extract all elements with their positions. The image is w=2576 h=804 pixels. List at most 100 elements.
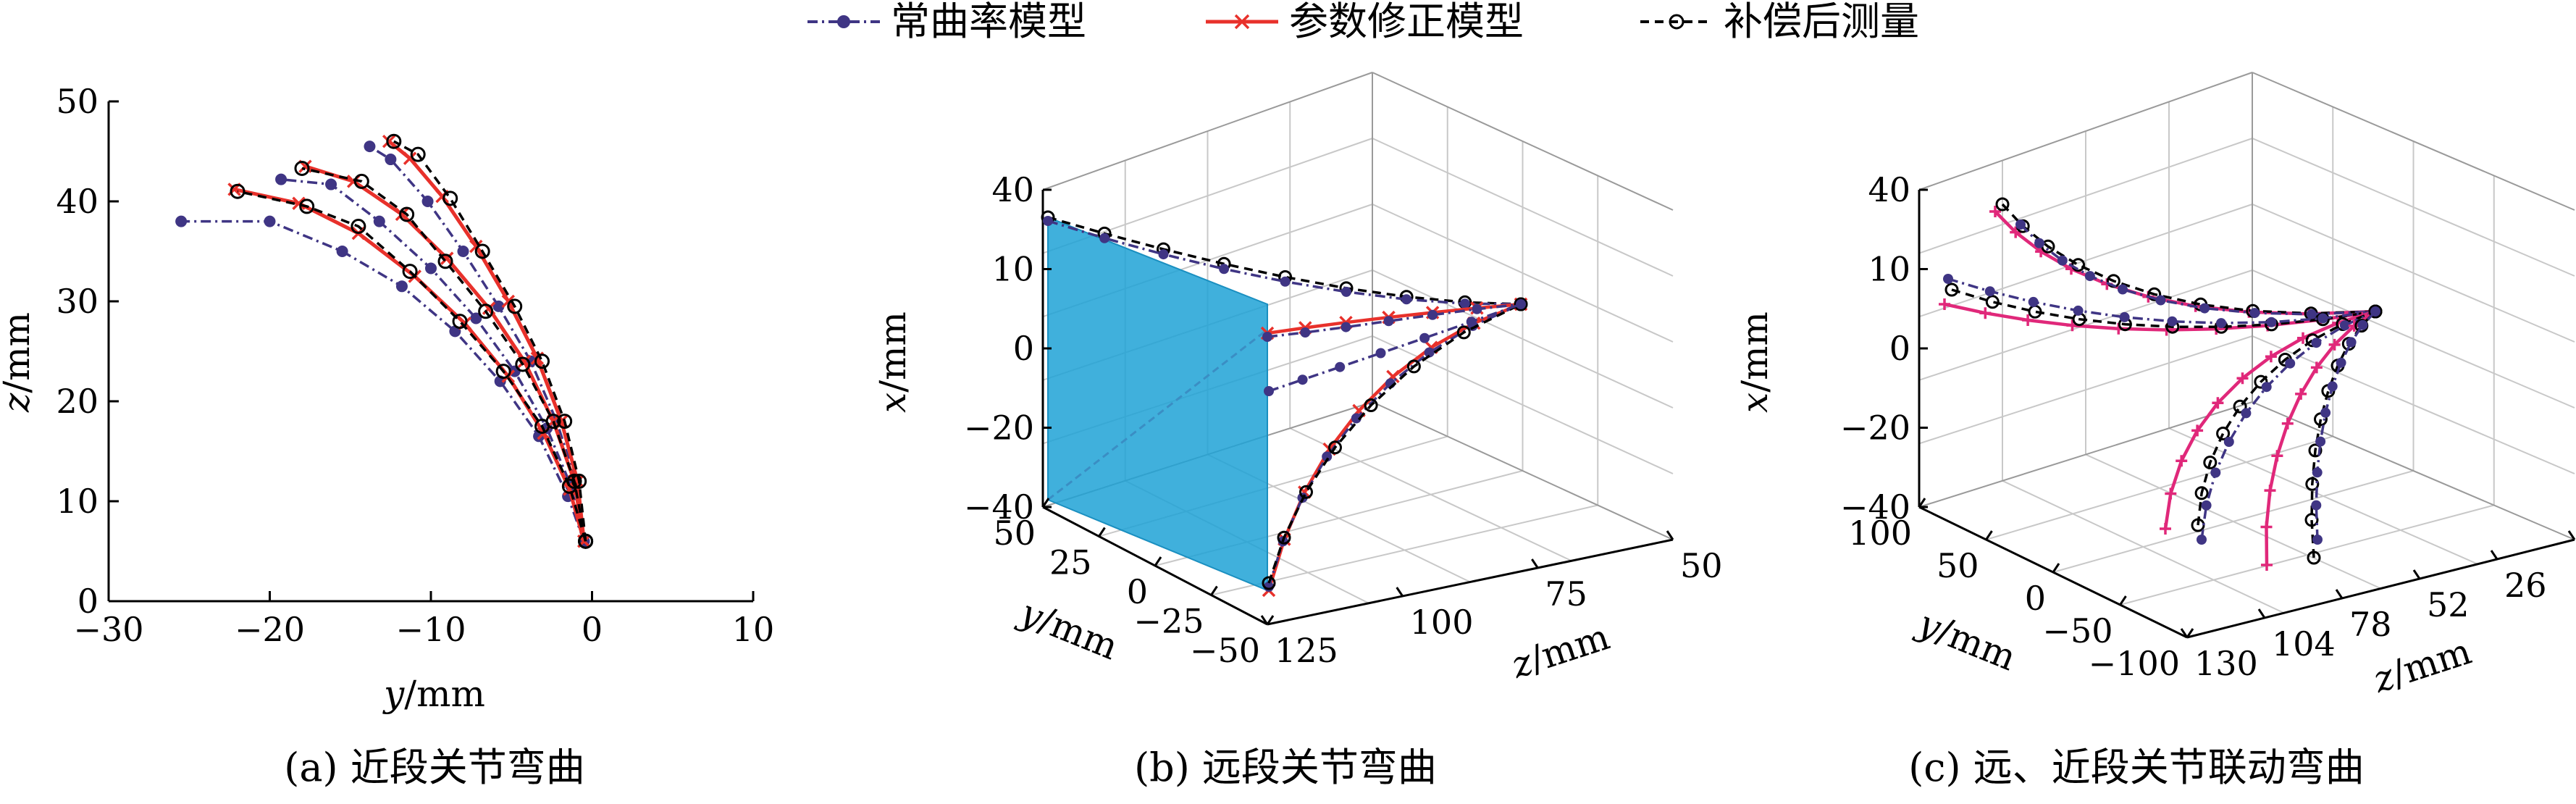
panel-b-measured-low-marker-2	[1299, 485, 1313, 499]
panel-c-x-axis-label: x/mm	[1734, 311, 1776, 413]
z-tick-mark	[2567, 530, 2576, 540]
y-tick-label: −50	[1190, 631, 1260, 670]
panel-c-model-low1-marker-0	[2160, 523, 2171, 535]
legend-label-1: 参数修正模型	[1289, 0, 1524, 44]
y-tick-label: 50	[993, 514, 1036, 553]
panel-a-y-tick-label: 50	[56, 82, 98, 121]
panel-c-const-up2-marker-1	[1984, 286, 1995, 297]
panel-c-const-up2	[1947, 277, 2376, 324]
panel-b-const-top-marker-2	[1158, 249, 1169, 260]
panel-b-measured-low-marker-3	[1328, 440, 1342, 455]
grid-line	[1211, 175, 1599, 596]
panel-c-measured-low1-marker-4	[2233, 399, 2247, 414]
panel-c-const-up1-marker-1	[2034, 238, 2044, 248]
y-tick-label: 0	[2025, 579, 2046, 618]
panel-a-point-0-8	[175, 215, 188, 227]
panel-b-z-axis-label: z/mm	[1506, 616, 1614, 687]
legend-marker-1	[1234, 14, 1250, 30]
panel-a-2d-chart: −30 −20 −10 0 10 0 10 20 30 40 50 y/mm z/mm	[0, 82, 774, 715]
grid-line	[1289, 101, 1572, 562]
panel-a-series-line-0	[181, 219, 586, 542]
panel-a-x-tick-label: −20	[235, 610, 305, 649]
panel-c-measured-low2-marker-1	[2304, 513, 2319, 527]
box-axis-edge	[2186, 538, 2575, 639]
panel-a-x-tick-label: 0	[582, 610, 603, 649]
panel-c-measured-low2-marker-2	[2305, 477, 2320, 491]
panel-b-const-mid2-marker-1	[1297, 374, 1308, 385]
panel-a-point-8-7	[410, 146, 426, 162]
z-tick-mark	[2257, 608, 2266, 619]
panel-c-measured-low1-marker-3	[2216, 427, 2231, 440]
panel-c-const-low1-marker-0	[2197, 535, 2207, 545]
z-tick-label: 104	[2272, 624, 2336, 663]
z-tick-mark	[1396, 587, 1404, 597]
z-tick-label: 100	[1410, 603, 1474, 642]
panel-b-const-mid2-marker-6	[1516, 299, 1526, 309]
y-tick-label: 100	[1848, 514, 1912, 553]
panel-a-point-7-8	[294, 160, 310, 176]
box-back-edge	[1372, 72, 1674, 211]
caption-b: (b) 远段关节弯曲	[1134, 745, 1437, 790]
panel-c-const-up1-marker-3	[2084, 271, 2095, 282]
panel-c-model-up2-marker-3	[2066, 319, 2078, 332]
panel-a-series-line-6	[237, 190, 587, 542]
panel-c-const-low1-marker-7	[2311, 338, 2322, 348]
panel-a-point-6-4	[452, 314, 468, 330]
panel-a-point-8-1	[571, 473, 587, 489]
panel-b-const-mid2-marker-5	[1466, 317, 1477, 327]
panel-a-point-7-3	[515, 356, 531, 372]
panel-a-point-7-2	[545, 414, 561, 430]
y-tick-mark	[2186, 628, 2194, 638]
x-tick-label: 0	[1889, 329, 1910, 368]
z-tick-mark	[2335, 589, 2344, 599]
y-tick-label: −50	[2042, 611, 2113, 650]
panel-a-y-tick-label: 30	[56, 282, 98, 321]
panel-c-const-up1-marker-6	[2199, 303, 2210, 314]
x-tick-label: −20	[1840, 409, 1910, 448]
y-tick-mark	[1154, 556, 1162, 566]
y-tick-mark	[2052, 563, 2060, 573]
panel-c-const-low1-marker-6	[2285, 358, 2296, 369]
panel-c-measured-low2-marker-3	[2308, 443, 2323, 458]
panel-b-const-mid-marker-4	[1427, 309, 1438, 320]
box-back-edge	[1042, 72, 1373, 190]
panel-a-point-1-5	[425, 262, 437, 275]
panel-a-y-tick-label: 20	[56, 382, 98, 421]
panel-c-model-low1-marker-3	[2191, 424, 2204, 437]
grid-line	[2052, 141, 2415, 573]
panel-c-const-low2-marker-3	[2315, 436, 2326, 447]
panel-c-const-low2-marker-7	[2346, 337, 2357, 348]
panel-c-const-up2-marker-7	[2266, 317, 2277, 327]
panel-a-point-2-6	[421, 196, 434, 207]
caption-a: (a) 近段关节弯曲	[284, 745, 585, 790]
panel-c-y-axis-label: y/mm	[1911, 601, 2022, 679]
z-tick-mark	[1260, 615, 1269, 625]
panel-c-model-low1-marker-6	[2265, 351, 2277, 363]
y-tick-mark	[1266, 615, 1275, 625]
panel-c-const-up2-marker-0	[1943, 274, 1953, 284]
panel-c-const-low1-marker-5	[2261, 382, 2272, 393]
legend-label-0: 常曲率模型	[891, 0, 1086, 44]
panel-c-const-low2-marker-4	[2320, 407, 2331, 418]
panel-c-const-low1-marker-1	[2201, 500, 2212, 511]
panel-a-point-8-8	[386, 133, 402, 149]
box-back-edge	[1918, 72, 2253, 190]
panel-c-model-low2-marker-6	[2310, 361, 2323, 374]
panel-b-y-axis-label: y/mm	[1013, 590, 1124, 668]
panel-b-3d-box	[1041, 72, 1674, 626]
panel-c-model-up2	[1944, 302, 2376, 332]
x-tick-label: −20	[964, 409, 1034, 448]
panel-b-const-top-marker-7	[1459, 298, 1470, 309]
panel-c-model-low2-marker-3	[2271, 450, 2283, 462]
panel-a-point-8-4	[507, 298, 523, 314]
panel-b-const-mid2-marker-4	[1419, 332, 1430, 343]
panel-c-model-low1-marker-5	[2236, 372, 2249, 385]
box-back-edge	[2252, 401, 2575, 540]
panel-b-const-mid2-marker-0	[1264, 386, 1274, 396]
panel-b-const-mid-marker-1	[1300, 327, 1311, 338]
panel-b-measured-low-marker-6	[1456, 325, 1471, 340]
panel-c-measured-low2-marker-9	[2368, 304, 2383, 319]
panel-c-measured-up1	[2001, 203, 2376, 315]
